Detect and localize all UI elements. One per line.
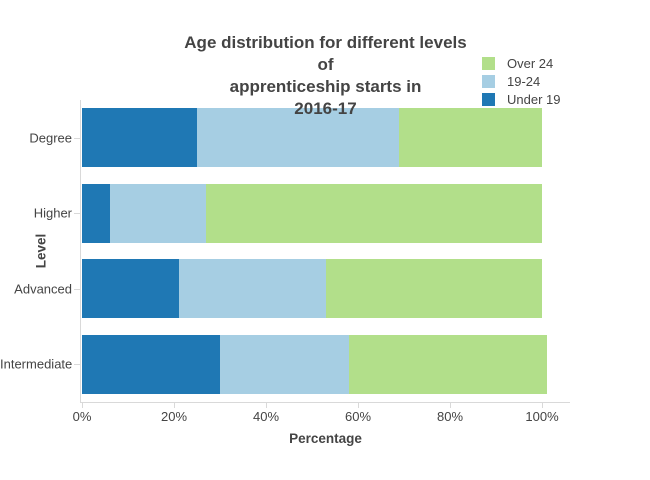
chart-title: Age distribution for different levels of… [81, 32, 570, 120]
x-tick-80 [450, 403, 451, 408]
y-tick-advanced [74, 288, 80, 290]
x-tick-40 [266, 403, 267, 408]
bar-segment-intermediate-over-24 [348, 334, 547, 394]
bar-segment-degree-under-19 [82, 108, 197, 168]
bar-segment-higher-under-19 [82, 183, 110, 243]
y-tick-degree [74, 137, 80, 139]
legend-label-over-24: Over 24 [507, 55, 554, 71]
bar-segment-advanced-19-24 [178, 259, 326, 319]
bar-segment-intermediate-19-24 [220, 334, 349, 394]
legend-swatch-19-24 [482, 74, 495, 88]
bar-segment-advanced-under-19 [82, 259, 179, 319]
legend-swatch-under-19 [482, 92, 495, 106]
y-tick-higher [74, 213, 80, 215]
legend-item-over-24[interactable]: Over 24 [482, 54, 560, 72]
x-tick-0 [82, 403, 83, 408]
x-tick-label-60: 60% [344, 409, 372, 424]
x-tick-label-40: 40% [252, 409, 280, 424]
bar-segment-degree-over-24 [399, 108, 542, 168]
y-tick-label-degree: Degree [29, 130, 72, 146]
chart-title-line-2: of [317, 55, 334, 74]
legend-label-19-24: 19-24 [507, 73, 541, 89]
x-tick-label-20: 20% [160, 409, 188, 424]
y-axis-title: Level [33, 233, 49, 269]
legend-item-19-24[interactable]: 19-24 [482, 72, 560, 90]
x-tick-60 [358, 403, 359, 408]
chart-title-line-4: 2016-17 [294, 99, 357, 118]
bar-segment-intermediate-under-19 [82, 334, 220, 394]
chart-title-line-1: Age distribution for different levels [184, 33, 467, 52]
y-tick-label-higher: Higher [33, 205, 72, 221]
y-tick-label-advanced: Advanced [14, 281, 72, 297]
y-axis-line [80, 100, 81, 402]
chart-title-line-3: apprenticeship starts in [229, 77, 422, 96]
legend-label-under-19: Under 19 [507, 91, 561, 107]
x-tick-label-80: 80% [436, 409, 464, 424]
x-tick-label-0: 0% [72, 409, 92, 424]
y-tick-label-intermediate: Intermediate [0, 356, 73, 372]
x-tick-100 [542, 403, 543, 408]
legend-swatch-over-24 [482, 56, 495, 70]
bar-segment-higher-over-24 [206, 183, 542, 243]
bar-segment-degree-19-24 [197, 108, 400, 168]
legend-item-under-19[interactable]: Under 19 [482, 90, 560, 108]
x-tick-label-100: 100% [525, 409, 559, 424]
x-tick-20 [174, 403, 175, 408]
bar-segment-higher-19-24 [109, 183, 207, 243]
bar-segment-advanced-over-24 [325, 259, 542, 319]
x-axis-title: Percentage [289, 431, 362, 446]
x-axis-line [80, 402, 570, 403]
y-tick-intermediate [74, 364, 80, 366]
legend: Over 24 19-24 Under 19 [482, 54, 560, 108]
